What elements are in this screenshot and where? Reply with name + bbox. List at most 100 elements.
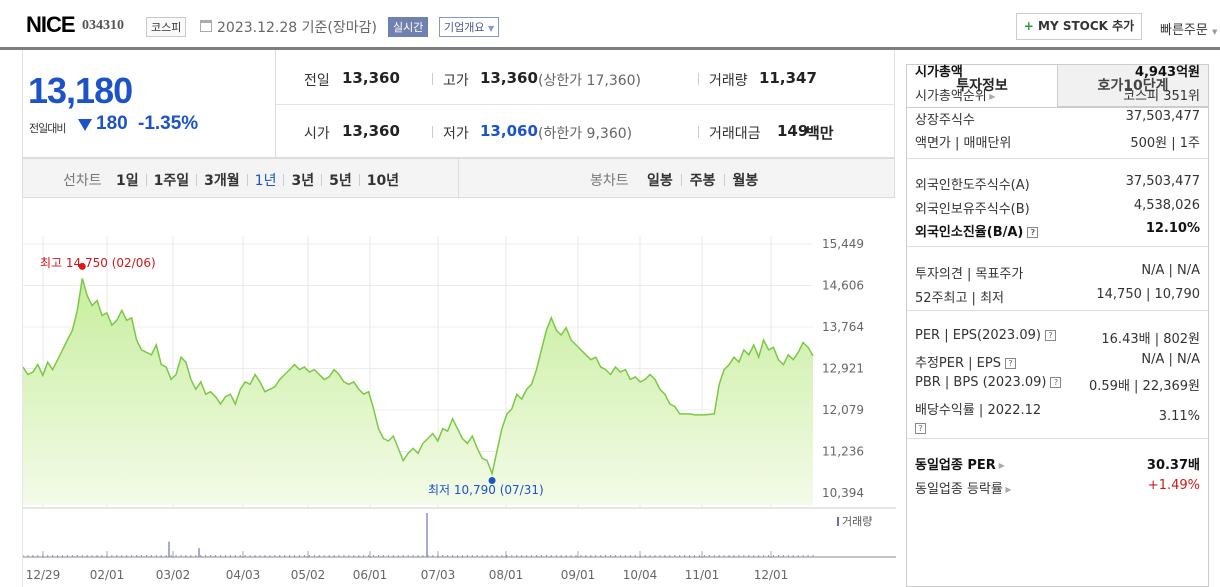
info-value: 14,750 | 10,790 — [1096, 287, 1200, 302]
quick-order-dropdown[interactable]: 빠른주문 ▼ — [1160, 19, 1217, 38]
realtime-badge[interactable]: 실시간 — [388, 17, 429, 37]
help-icon[interactable]: ? — [1027, 227, 1039, 238]
candle-tab-2[interactable]: 월봉 — [732, 173, 759, 189]
chevron-down-icon: ▼ — [1211, 28, 1218, 36]
info-value: N/A | N/A — [1141, 352, 1200, 367]
x-tick-label: 02/01 — [90, 568, 125, 582]
high-label: 고가 — [443, 73, 469, 89]
x-tick-label: 06/01 — [353, 568, 388, 582]
change-label: 전일대비 — [29, 122, 66, 135]
chevron-right-icon: ▶ — [1002, 485, 1012, 494]
market-badge: 코스피 — [146, 17, 187, 37]
down-arrow-icon — [78, 119, 92, 131]
info-label[interactable]: 시가총액순위 ▶ — [915, 89, 996, 104]
y-tick-label: 12,079 — [822, 403, 864, 417]
divider — [196, 174, 198, 186]
add-mystock-label: MY STOCK 추가 — [1038, 19, 1135, 33]
company-overview-dropdown[interactable]: 기업개요 ▼ — [439, 17, 500, 37]
trade-amount-unit: 백만 — [806, 124, 834, 142]
info-label: 투자의견 | 목표주가 — [915, 267, 1024, 282]
divider — [907, 246, 1208, 247]
help-icon[interactable]: ? — [1044, 330, 1056, 341]
x-tick-label: 10/04 — [623, 568, 658, 582]
info-row: 시가총액 4,943억원 — [907, 58, 1208, 81]
period-tab-0[interactable]: 1일 — [116, 173, 139, 189]
current-price: 13,180 — [28, 70, 133, 111]
plus-icon: + — [1023, 19, 1034, 33]
divider — [246, 174, 248, 186]
divider — [145, 174, 147, 186]
candle-period-tabs: 일봉 주봉 월봉 — [647, 170, 758, 190]
help-icon[interactable]: ? — [915, 423, 926, 434]
info-row: PER | EPS(2023.09)? 16.43배 | 802원 — [907, 325, 1208, 348]
help-icon[interactable]: ? — [1004, 358, 1016, 369]
divider — [907, 438, 1208, 439]
divider — [275, 50, 276, 158]
divider — [698, 126, 699, 138]
change-percent: -1.35% — [138, 113, 199, 134]
divider — [723, 174, 725, 186]
info-label: 외국인보유주식수(B) — [915, 202, 1030, 217]
info-value: 3.11% — [1158, 409, 1200, 424]
divider — [698, 73, 699, 85]
tab-order-book[interactable]: 호가10단계 — [1057, 65, 1208, 107]
info-value: N/A | N/A — [1141, 263, 1200, 278]
info-value: 500원 | 1주 — [1130, 136, 1200, 151]
info-label: 외국인한도주식수(A) — [915, 178, 1030, 193]
high-marker — [78, 262, 86, 270]
candle-chart-label: 봉차트 — [590, 173, 629, 189]
x-tick-label: 08/01 — [489, 568, 524, 582]
x-tick-label: 12/01 — [754, 568, 789, 582]
info-label: 배당수익률 | 2022.12? — [915, 403, 1042, 434]
info-value: 4,943억원 — [1134, 65, 1200, 80]
low-label: 저가 — [443, 126, 469, 142]
divider — [432, 73, 433, 85]
info-row: PBR | BPS (2023.09)? 0.59배 | 22,369원 — [907, 372, 1208, 395]
period-tab-3[interactable]: 1년 — [254, 173, 277, 189]
chevron-right-icon: ▶ — [995, 461, 1005, 470]
y-tick-label: 12,921 — [822, 362, 864, 376]
divider — [283, 174, 285, 186]
period-tab-1[interactable]: 1주일 — [153, 173, 190, 189]
low-annotation: 최저 10,790 (07/31) — [428, 483, 544, 497]
divider — [321, 174, 323, 186]
period-tab-5[interactable]: 5년 — [329, 173, 352, 189]
period-tab-6[interactable]: 10년 — [366, 173, 400, 189]
info-row: 52주최고 | 최저 14,750 | 10,790 — [907, 284, 1208, 307]
help-icon[interactable]: ? — [1050, 377, 1062, 388]
base-date: 2023.12.28 기준(장마감) — [217, 20, 377, 36]
chevron-down-icon: ▼ — [487, 24, 495, 33]
info-label[interactable]: 동일업종 등락률 ▶ — [915, 482, 1012, 497]
high-annotation: 최고 14,750 (02/06) — [40, 256, 156, 270]
info-label[interactable]: 동일업종 PER ▶ — [915, 458, 1005, 473]
info-label: 52주최고 | 최저 — [915, 291, 1004, 306]
candle-tab-1[interactable]: 주봉 — [689, 173, 716, 189]
stock-name: NICE — [26, 12, 76, 37]
header-bar — [0, 0, 1220, 50]
trade-amount-value: 149 — [777, 122, 809, 140]
add-mystock-button[interactable]: + MY STOCK 추가 — [1016, 13, 1142, 40]
info-value: 37,503,477 — [1125, 109, 1200, 124]
x-tick-label: 04/03 — [226, 568, 261, 582]
quick-order-label: 빠른주문 — [1160, 23, 1208, 38]
candle-tab-0[interactable]: 일봉 — [647, 173, 673, 189]
price-chart-svg: 12/29 02/01 03/02 04/03 05/02 06/01 07/03 08/01… — [22, 236, 896, 582]
info-row: 동일업종 등락률 ▶ +1.49% — [907, 475, 1208, 498]
info-label: 추정PER | EPS? — [915, 352, 1016, 371]
info-label: 상장주식수 — [915, 113, 975, 128]
price-chart[interactable]: 12/29 02/01 03/02 04/03 05/02 06/01 07/03 08/01… — [22, 198, 896, 587]
low-marker — [488, 476, 496, 484]
divider — [907, 107, 1208, 108]
info-row: 배당수익률 | 2022.12? 3.11% — [907, 396, 1208, 434]
divider — [358, 174, 360, 186]
info-row: 동일업종 PER ▶ 30.37배 — [907, 451, 1208, 474]
volume-value: 11,347 — [759, 69, 817, 87]
info-value: 30.37배 — [1146, 458, 1200, 473]
company-overview-label: 기업개요 — [444, 21, 485, 34]
volume-label: 거래량 — [709, 73, 748, 89]
period-tab-2[interactable]: 3개월 — [204, 173, 240, 189]
period-tab-4[interactable]: 3년 — [291, 173, 315, 189]
investment-info-panel: 투자정보 호가10단계 시가총액 4,943억원 시가총액순위 ▶ 코스피 351위 상… — [906, 64, 1209, 587]
info-row: 외국인보유주식수(B) 4,538,026 — [907, 195, 1208, 218]
tab-investment-info[interactable]: 투자정보 — [907, 65, 1057, 107]
